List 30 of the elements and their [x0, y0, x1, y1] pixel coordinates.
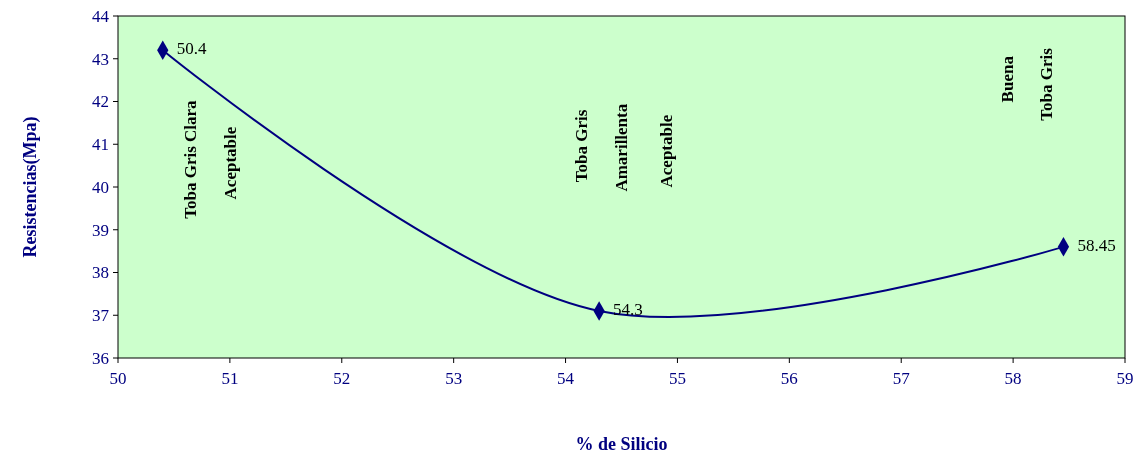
x-tick-label: 55	[668, 369, 686, 388]
x-tick-label: 54	[557, 369, 575, 388]
annotation: 58.45	[1077, 235, 1116, 255]
y-tick-label: 42	[92, 92, 109, 112]
x-tick-label: 57	[892, 369, 911, 388]
x-tick-label: 50	[109, 369, 127, 388]
x-tick-label: 59	[1116, 369, 1134, 388]
y-tick-label: 37	[92, 306, 110, 326]
y-tick-label: 40	[92, 177, 109, 197]
y-tick-label: 43	[92, 49, 109, 69]
x-tick-label: 51	[221, 369, 239, 388]
x-tick-label: 52	[333, 369, 351, 388]
annotation: Buena	[998, 55, 1018, 103]
y-tick-label: 44	[92, 6, 110, 26]
annotation: Aceptable	[220, 126, 240, 200]
annotation: Toba Gris Clara	[181, 99, 201, 219]
x-axis-title: % de Silicio	[575, 434, 668, 454]
x-tick-label: 53	[445, 369, 463, 388]
x-tick-label: 56	[780, 369, 798, 388]
y-axis-title: Resistencias(Mpa)	[20, 116, 41, 258]
annotation: Aceptable	[656, 114, 676, 188]
annotation: Amarillenta	[612, 103, 632, 192]
annotation: 50.4	[176, 39, 208, 59]
y-tick-label: 38	[92, 263, 109, 283]
y-tick-label: 41	[92, 135, 109, 155]
y-tick-label: 36	[92, 348, 109, 368]
annotation: Toba Gris	[572, 109, 592, 183]
annotation: Toba Gris	[1037, 47, 1057, 121]
x-tick-label: 58	[1004, 369, 1022, 388]
y-tick-label: 39	[92, 220, 109, 240]
